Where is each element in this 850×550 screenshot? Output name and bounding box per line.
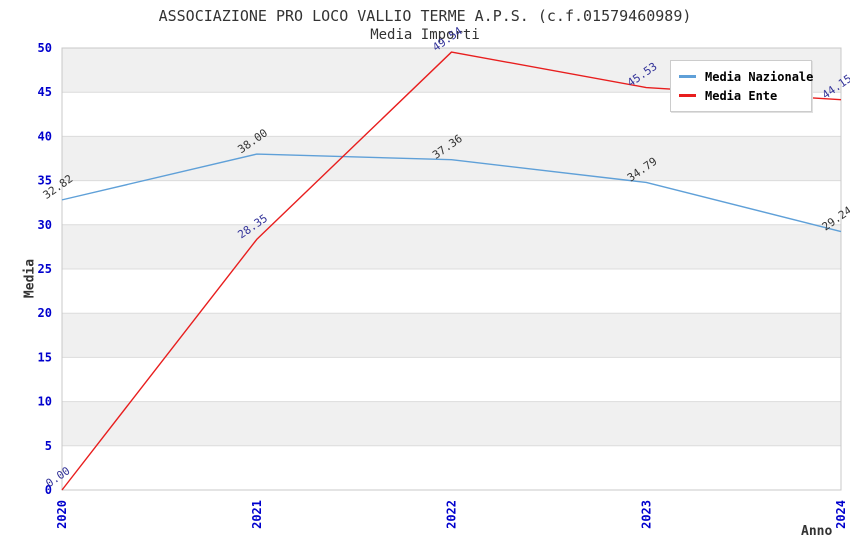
y-tick-label: 5	[45, 439, 52, 453]
y-tick-label: 20	[38, 306, 52, 320]
legend-label-media-ente: Media Ente	[705, 88, 778, 103]
legend-item-media-nazionale: Media Nazionale	[679, 67, 813, 86]
legend: Media Nazionale Media Ente	[670, 60, 813, 112]
y-tick-label: 0	[45, 483, 52, 497]
grid-band	[62, 401, 841, 446]
plot-border	[61, 47, 842, 491]
series-line-media-nazionale	[61, 153, 842, 233]
grid-band	[62, 136, 841, 181]
y-axis-title: Media	[22, 258, 38, 299]
grid-band	[62, 224, 841, 269]
y-tick-label: 35	[38, 174, 52, 188]
legend-swatch-media-ente	[679, 94, 696, 97]
y-tick-label: 40	[38, 129, 52, 143]
y-tick-label: 45	[38, 85, 52, 99]
chart-subtitle: Media Importi	[370, 27, 480, 43]
y-tick-label: 15	[38, 350, 52, 364]
x-tick-label: 2020	[55, 500, 69, 529]
y-tick-label: 50	[38, 41, 52, 55]
x-tick-label: 2021	[250, 500, 264, 529]
legend-label-media-nazionale: Media Nazionale	[705, 69, 814, 84]
grid-band	[62, 313, 841, 358]
y-tick-label: 10	[38, 395, 52, 409]
x-axis-title: Anno	[801, 524, 833, 539]
legend-item-media-ente: Media Ente	[679, 86, 805, 105]
y-tick-label: 30	[38, 218, 52, 232]
y-tick-label: 25	[38, 262, 52, 276]
legend-swatch-media-nazionale	[679, 75, 696, 78]
data-label: 0.00	[43, 464, 72, 490]
x-tick-label: 2023	[639, 500, 653, 529]
x-tick-label: 2024	[834, 500, 848, 529]
x-tick-label: 2022	[445, 500, 459, 529]
chart-title: ASSOCIAZIONE PRO LOCO VALLIO TERME A.P.S…	[158, 7, 692, 25]
